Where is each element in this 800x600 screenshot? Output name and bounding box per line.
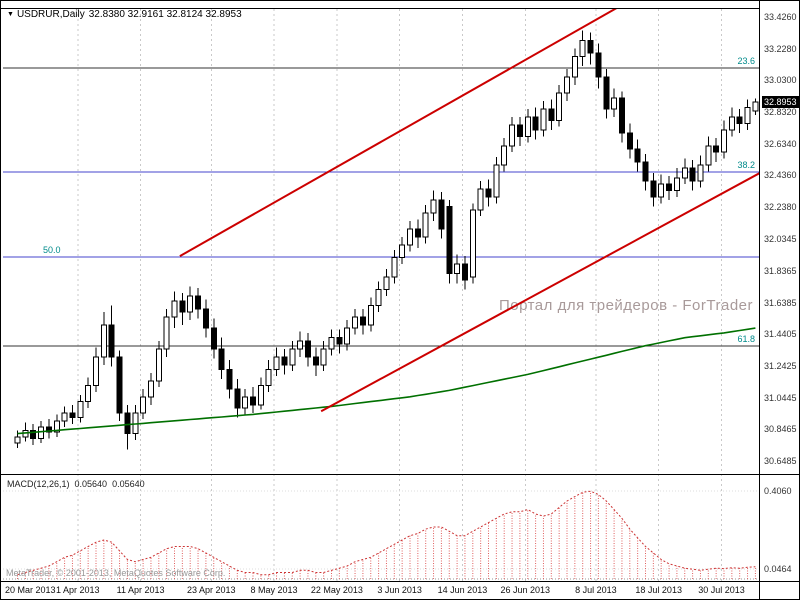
watermark: Портал для трейдеров - ForTrader [498,297,753,314]
